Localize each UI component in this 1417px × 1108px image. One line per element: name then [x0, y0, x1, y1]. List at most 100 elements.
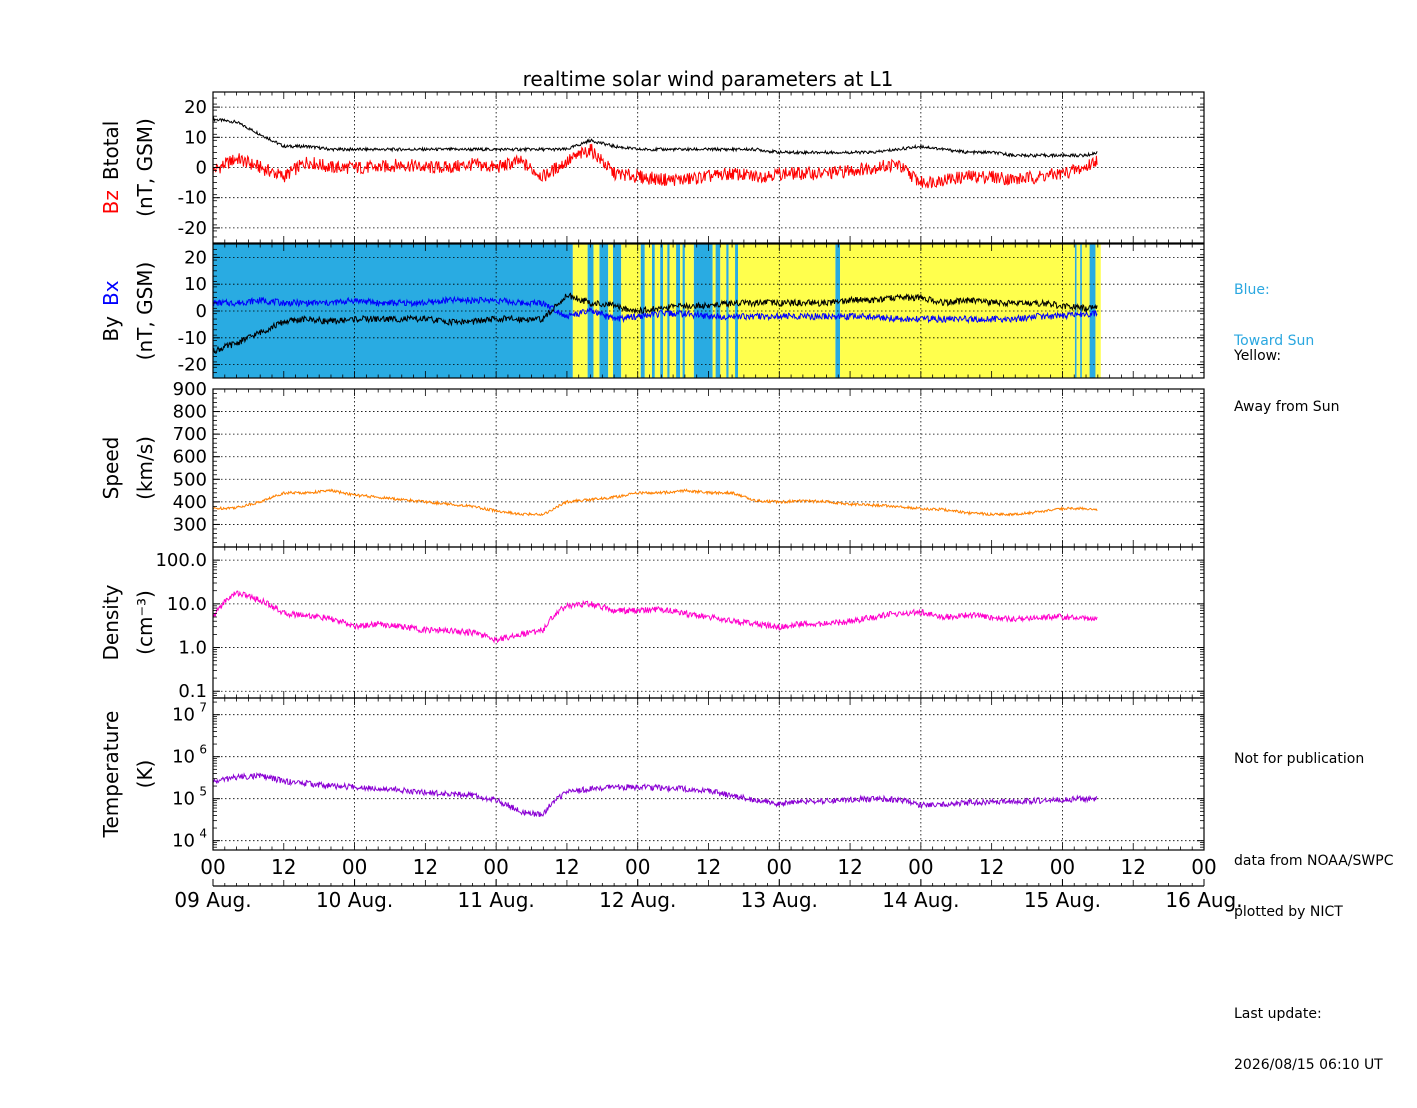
y-axis-title: Bz Btotal: [99, 121, 123, 215]
solar-wind-figure: realtime solar wind parameters at L1 -20…: [99, 67, 1393, 1073]
x-hour-label: 12: [1120, 855, 1145, 879]
y-tick-label: -10: [178, 188, 207, 209]
x-day-label: 12 Aug.: [599, 888, 676, 912]
y-title-part: By: [99, 316, 123, 342]
y-tick-exponent: 4: [199, 827, 207, 841]
legend-toward-text: Toward Sun: [1234, 333, 1315, 349]
x-hour-label: 12: [554, 855, 579, 879]
legend-toward: Blue: Toward Sun: [1234, 248, 1314, 384]
y-axis-units: (nT, GSM): [133, 118, 157, 217]
series-bz: [212, 143, 1098, 189]
y-tick-exponent: 7: [199, 701, 207, 715]
y-axis: -20 -10 0 10 20: [178, 244, 1205, 378]
y-title-part: Btotal: [99, 121, 123, 180]
sector-away: [737, 244, 836, 378]
x-axis: 00 12 00 12 00 12 00 12 00 12 00 12 00 12 00 09 Aug. 10 …: [174, 855, 1242, 912]
series-bx: [212, 295, 1098, 325]
x-hour-label: 12: [413, 855, 438, 879]
y-tick-exponent: 5: [199, 785, 207, 799]
x-hour-label: 00: [1191, 855, 1216, 879]
x-hour-label: 00: [625, 855, 650, 879]
y-tick-label: -20: [178, 218, 207, 239]
sector-away: [608, 244, 613, 378]
y-tick-label: 0: [196, 158, 207, 179]
sector-toward: [682, 244, 685, 378]
y-tick-label: 10: [172, 789, 195, 810]
grid: [213, 547, 1204, 698]
panel-frame: [212, 697, 1205, 851]
sector-away: [728, 244, 736, 378]
chart-panels: -20 -10 0 10 20 Bz Btotal (nT, GSM) -20 -10 0 10 20 B…: [99, 91, 1205, 852]
series-speed: [213, 488, 1098, 517]
y-tick-label: 20: [184, 97, 207, 118]
y-axis-units: (cm⁻³): [133, 590, 157, 655]
x-hour-label: 00: [200, 855, 225, 879]
sector-toward: [726, 244, 729, 378]
y-tick-label: 1.0: [178, 638, 207, 659]
sector-away: [669, 244, 677, 378]
panel-0: -20 -10 0 10 20 Bz Btotal (nT, GSM): [99, 91, 1205, 244]
y-tick-exponent: 6: [199, 743, 207, 757]
y-tick-label: 0: [196, 301, 207, 322]
x-day-label: 10 Aug.: [316, 888, 393, 912]
y-tick-label: 10: [172, 831, 195, 852]
series-temperature: [212, 771, 1098, 817]
y-tick-label: -10: [178, 328, 207, 349]
panel-4: 10 4 10 5 10 6 10 7 Temperature (K): [99, 697, 1205, 852]
x-hour-label: 12: [271, 855, 296, 879]
y-tick-label: 10: [172, 705, 195, 726]
x-day-label: 15 Aug.: [1024, 888, 1101, 912]
grid: [213, 92, 1204, 243]
y-axis-units: (nT, GSM): [133, 262, 157, 361]
panel-3: 0.1 1.0 10.0 100.0 Density (cm⁻³): [99, 546, 1205, 702]
sector-toward: [587, 244, 594, 378]
y-title-part: Bx: [99, 280, 123, 306]
y-tick-label: 800: [173, 402, 207, 423]
y-tick-label: 700: [173, 424, 207, 445]
y-tick-label: -20: [178, 355, 207, 376]
y-tick-label: 10: [184, 274, 207, 295]
x-hour-label: 00: [1050, 855, 1075, 879]
y-title-part: Bz: [99, 190, 123, 214]
series-density: [212, 590, 1098, 644]
figure-notes: Not for publication data from NOAA/SWPC …: [1234, 717, 1393, 1108]
sector-toward: [693, 244, 713, 378]
y-axis-title: Temperature: [99, 711, 123, 839]
y-axis-units: (km/s): [133, 436, 157, 500]
grid: [213, 389, 1204, 547]
series-by: [212, 292, 1098, 355]
y-tick-label: 10: [172, 747, 195, 768]
x-hour-label: 00: [483, 855, 508, 879]
sector-away: [621, 244, 641, 378]
y-tick-label: 300: [173, 514, 207, 535]
y-axis: 10 4 10 5 10 6 10 7: [172, 698, 1205, 852]
x-hour-label: 12: [979, 855, 1004, 879]
x-hour-label: 00: [908, 855, 933, 879]
y-tick-label: 10.0: [167, 594, 207, 615]
y-axis-title: Speed: [99, 437, 123, 500]
note-plotted: plotted by NICT: [1234, 904, 1343, 920]
note-update-label: Last update:: [1234, 1006, 1322, 1022]
panel-frame: [212, 388, 1205, 548]
x-hour-label: 12: [696, 855, 721, 879]
x-hour-label: 00: [767, 855, 792, 879]
panel-frame: [212, 546, 1205, 699]
y-tick-label: 500: [173, 469, 207, 490]
x-hour-label: 00: [342, 855, 367, 879]
legend-toward-title: Blue:: [1234, 282, 1270, 298]
sector-toward: [735, 244, 738, 378]
y-axis: -20 -10 0 10 20: [178, 92, 1205, 243]
sector-away: [720, 244, 727, 378]
y-tick-label: 900: [173, 379, 207, 400]
note-publication: Not for publication: [1234, 751, 1365, 767]
note-update-time: 2026/08/15 06:10 UT: [1234, 1057, 1383, 1073]
x-day-label: 14 Aug.: [882, 888, 959, 912]
x-day-label: 11 Aug.: [458, 888, 535, 912]
solar-wind-plot: realtime solar wind parameters at L1 -20…: [99, 67, 1243, 912]
x-day-label: 16 Aug.: [1165, 888, 1242, 912]
note-source: data from NOAA/SWPC: [1234, 853, 1394, 869]
y-tick-label: 10: [184, 127, 207, 148]
chart-title: realtime solar wind parameters at L1: [523, 67, 894, 91]
